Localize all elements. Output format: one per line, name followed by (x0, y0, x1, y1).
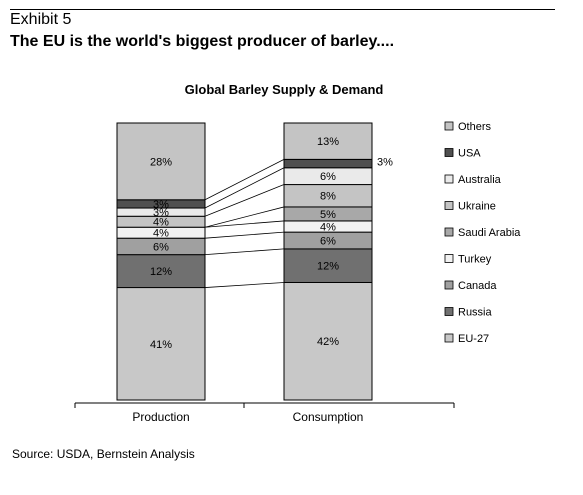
data-label-turkey-production: 4% (153, 228, 169, 240)
legend-label-canada: Canada (458, 280, 497, 292)
data-label-australia-production: 3% (153, 207, 169, 219)
data-label-saudi-arabia-consumption: 5% (320, 209, 336, 221)
connector-line-eu-27 (204, 282, 285, 288)
data-label-australia-consumption: 6% (320, 171, 336, 183)
data-label-eu-27-consumption: 42% (317, 336, 339, 348)
bar-segment-russia-consumption (283, 248, 373, 283)
legend-swatch-others (444, 121, 454, 131)
bar-segment-eu-27-production (116, 287, 206, 401)
legend-label-eu-27: EU-27 (458, 333, 489, 345)
legend: Others USA Australia Ukraine Saudi Arabia Tur… (444, 121, 521, 345)
data-label-ukraine-consumption: 8% (320, 191, 336, 203)
connector-line-usa (204, 159, 285, 201)
chart-title: Global Barley Supply & Demand (185, 82, 384, 97)
legend-swatch-ukraine (444, 201, 454, 210)
connector-line-russia (204, 248, 285, 256)
connector-line-saudi-arabia (204, 206, 285, 228)
legend-swatch-canada (444, 280, 454, 290)
connector-line-canada (204, 231, 285, 239)
bar-segment-others-production (116, 122, 206, 201)
legend-label-usa: USA (458, 148, 481, 160)
connector-line-ukraine (204, 184, 285, 217)
data-label-usa-production: 3% (153, 199, 169, 211)
data-label-usa-consumption: 3% (377, 157, 393, 169)
legend-swatch-saudi-arabia (444, 227, 454, 237)
legend-label-russia: Russia (458, 307, 493, 319)
legend-swatch-australia (444, 174, 454, 184)
bar-segment-others-consumption (283, 122, 373, 160)
data-label-ukraine-production: 4% (153, 217, 169, 229)
data-label-others-consumption: 13% (317, 136, 339, 148)
connectors-layer (204, 159, 285, 288)
source-note: Source: USDA, Bernstein Analysis (12, 447, 195, 461)
connector-line-turkey (204, 220, 285, 228)
x-tick-label-production: Production (132, 410, 189, 424)
connector-line-australia (204, 167, 285, 209)
data-label-canada-consumption: 6% (320, 236, 336, 248)
legend-label-ukraine: Ukraine (458, 201, 496, 213)
data-label-russia-production: 12% (150, 266, 172, 278)
bar-segment-russia-production (116, 254, 206, 289)
legend-label-others: Others (458, 121, 492, 133)
legend-swatch-eu-27 (444, 333, 454, 343)
headline: The EU is the world's biggest producer o… (10, 33, 395, 50)
legend-label-australia: Australia (458, 174, 502, 186)
bars-layer (116, 122, 373, 401)
legend-label-saudi-arabia: Saudi Arabia (458, 227, 521, 239)
x-tick-label-consumption: Consumption (293, 410, 364, 424)
data-label-turkey-consumption: 4% (320, 222, 336, 234)
header-rule (10, 9, 555, 10)
x-axis (74, 402, 455, 408)
data-label-canada-production: 6% (153, 241, 169, 253)
bar-segment-eu-27-consumption (283, 281, 373, 401)
bar-segment-usa-consumption (283, 158, 373, 169)
data-label-others-production: 28% (150, 156, 172, 168)
legend-label-turkey: Turkey (458, 254, 492, 266)
data-label-eu-27-production: 41% (150, 339, 172, 351)
legend-swatch-usa (444, 148, 454, 157)
data-label-russia-consumption: 12% (317, 261, 339, 273)
legend-swatch-turkey (444, 254, 454, 263)
exhibit-label: Exhibit 5 (10, 11, 72, 28)
legend-swatch-russia (444, 307, 454, 316)
